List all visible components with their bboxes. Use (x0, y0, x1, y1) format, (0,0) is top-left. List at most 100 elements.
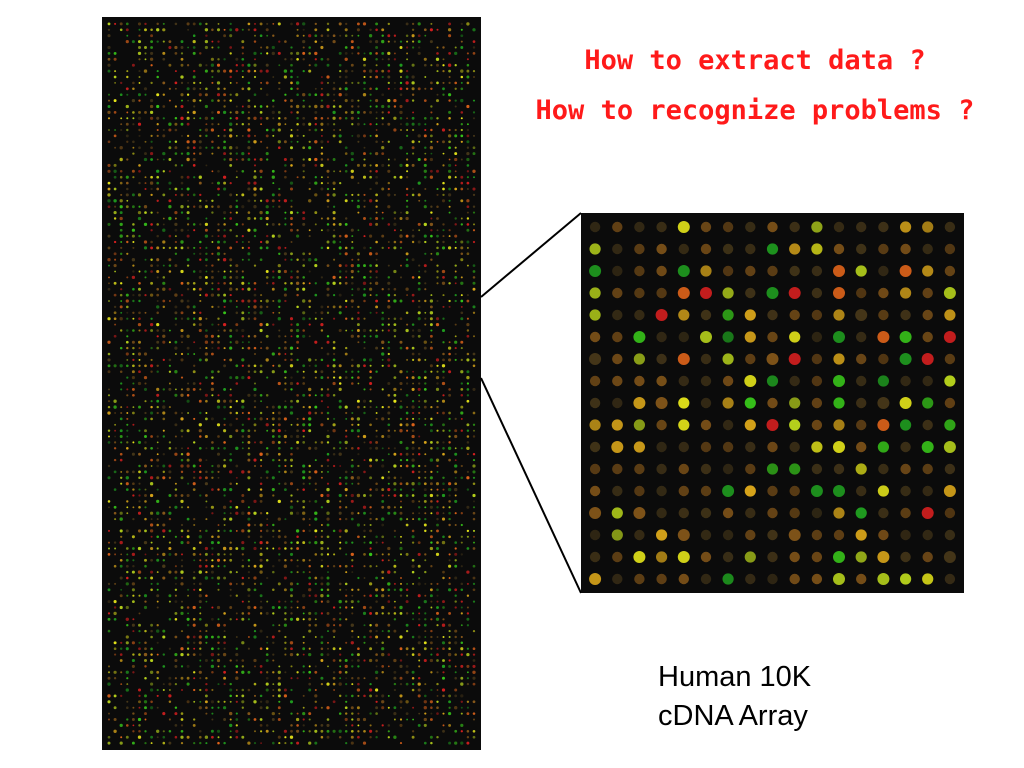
array-spot (332, 429, 336, 433)
zoom-connector-top (480, 212, 582, 298)
array-spot (375, 199, 378, 203)
array-spot (284, 217, 287, 220)
array-spot (320, 600, 323, 603)
array-spot (144, 706, 147, 710)
array-spot (278, 199, 281, 202)
array-spot (381, 517, 385, 521)
array-spot (241, 665, 244, 668)
array-spot (143, 222, 148, 227)
array-spot (277, 411, 281, 415)
array-spot (381, 347, 384, 350)
array-spot (289, 735, 294, 739)
array-spot (369, 276, 372, 279)
array-spot (229, 22, 232, 26)
array-spot (278, 311, 281, 314)
array-spot (375, 299, 379, 303)
array-spot (222, 652, 227, 657)
array-spot (436, 370, 439, 373)
array-spot (405, 287, 409, 291)
array-spot (429, 334, 433, 338)
array-spot (374, 151, 379, 156)
array-spot (223, 700, 226, 703)
array-spot (198, 22, 202, 26)
array-spot (314, 176, 317, 179)
array-spot (119, 199, 123, 203)
array-spot (180, 134, 184, 137)
array-spot (344, 717, 348, 722)
array-spot (314, 376, 317, 379)
array-spot (229, 405, 232, 409)
array-spot (271, 193, 275, 197)
zoomed-spot (744, 551, 756, 563)
array-spot (272, 76, 275, 78)
array-spot (241, 576, 244, 580)
array-spot (393, 447, 396, 450)
array-spot (368, 34, 373, 38)
array-spot (424, 323, 427, 326)
array-spot (406, 406, 409, 409)
array-spot (393, 328, 397, 333)
array-spot (314, 164, 318, 167)
array-spot (108, 712, 110, 715)
array-spot (235, 375, 239, 380)
array-spot (308, 52, 311, 55)
array-spot (108, 99, 110, 102)
array-spot (393, 406, 396, 409)
array-spot (295, 434, 300, 439)
array-spot (320, 729, 324, 733)
array-spot (290, 388, 293, 391)
array-spot (442, 576, 445, 580)
array-spot (138, 464, 141, 468)
zoomed-spot (855, 309, 868, 321)
array-spot (180, 211, 184, 214)
array-spot (277, 299, 281, 303)
array-spot (296, 500, 299, 503)
array-spot (430, 81, 433, 85)
array-spot (229, 334, 233, 338)
array-spot (344, 146, 348, 150)
array-spot (338, 93, 342, 97)
array-spot (357, 659, 360, 662)
array-spot (454, 600, 457, 603)
zoomed-spot (633, 331, 646, 343)
array-spot (405, 612, 409, 615)
array-spot (193, 81, 196, 85)
array-spot (375, 117, 378, 120)
array-spot (442, 636, 445, 638)
array-spot (351, 376, 354, 379)
array-spot (472, 588, 476, 592)
array-spot (302, 441, 306, 444)
array-spot (429, 175, 434, 179)
array-spot (387, 223, 391, 226)
array-spot (259, 564, 263, 568)
zoomed-spot (833, 551, 845, 563)
array-spot (308, 158, 312, 161)
array-spot (247, 588, 251, 592)
array-spot (442, 46, 445, 49)
array-spot (314, 688, 317, 692)
array-spot (387, 352, 390, 356)
array-spot (332, 452, 336, 456)
array-spot (162, 193, 166, 197)
array-spot (375, 99, 379, 103)
array-spot (223, 399, 227, 403)
array-spot (412, 582, 415, 585)
array-spot (150, 46, 154, 49)
array-spot (369, 376, 372, 379)
array-spot (375, 588, 379, 592)
array-spot (460, 299, 464, 303)
array-spot (205, 412, 208, 414)
array-spot (229, 718, 232, 721)
array-spot (259, 417, 263, 421)
array-spot (283, 140, 287, 144)
array-spot (174, 570, 178, 574)
array-spot (229, 205, 233, 209)
array-spot (126, 406, 129, 409)
array-spot (357, 694, 360, 697)
array-spot (362, 57, 367, 61)
array-spot (332, 352, 336, 356)
array-spot (107, 429, 111, 432)
array-spot (247, 28, 251, 31)
array-spot (411, 647, 415, 651)
array-spot (338, 311, 342, 315)
